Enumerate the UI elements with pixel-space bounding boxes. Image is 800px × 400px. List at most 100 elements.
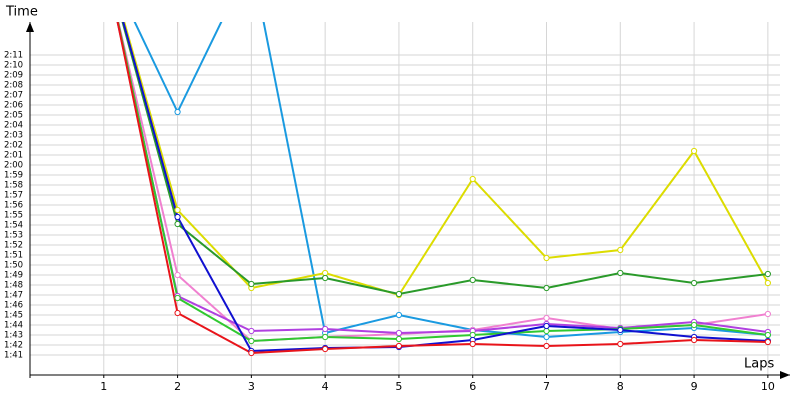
y-tick-label: 2:10 — [4, 61, 23, 71]
x-tick-label: 2 — [174, 380, 181, 393]
x-tick-label: 8 — [617, 380, 624, 393]
data-point — [617, 246, 624, 254]
data-point — [248, 349, 255, 357]
x-tick-label: 6 — [469, 380, 476, 393]
y-tick-label: 1:54 — [4, 221, 23, 231]
data-point — [764, 310, 771, 318]
data-point — [322, 345, 329, 353]
data-point — [690, 279, 698, 287]
y-tick-label: 2:05 — [4, 111, 23, 121]
data-point — [174, 108, 181, 116]
series-line — [116, 22, 768, 335]
data-point — [174, 206, 181, 214]
data-point — [469, 340, 476, 348]
data-point — [395, 311, 403, 319]
data-point — [469, 175, 476, 183]
data-point — [617, 340, 624, 348]
data-point — [469, 331, 476, 339]
y-tick-label: 1:47 — [4, 291, 23, 301]
data-point — [174, 271, 181, 279]
y-tick-label: 2:11 — [4, 51, 23, 61]
data-point — [395, 335, 403, 343]
y-tick-label: 2:02 — [4, 141, 23, 151]
y-axis-arrow — [26, 22, 34, 32]
data-point — [322, 325, 329, 333]
x-tick-label: 1 — [100, 380, 107, 393]
data-point — [322, 333, 329, 341]
series-line — [121, 22, 768, 296]
data-point — [322, 274, 329, 282]
y-tick-label: 2:04 — [4, 121, 23, 131]
grid — [30, 22, 780, 375]
x-axis-title: Laps — [744, 357, 774, 372]
y-tick-label: 1:46 — [4, 301, 23, 311]
data-point — [248, 327, 255, 335]
data-point — [174, 309, 181, 317]
x-tick-label: 5 — [395, 380, 402, 393]
y-tick-label: 1:44 — [4, 321, 23, 331]
y-tick-label: 1:41 — [4, 351, 23, 361]
data-point — [764, 331, 771, 339]
y-tick-label: 1:49 — [4, 271, 23, 281]
data-point — [395, 290, 403, 298]
x-tick-label: 10 — [761, 380, 775, 393]
data-point — [543, 342, 550, 350]
series-line — [116, 22, 768, 355]
y-tick-label: 2:03 — [4, 131, 23, 141]
series-line — [122, 22, 768, 353]
series-line — [123, 22, 769, 297]
data-point — [764, 279, 771, 287]
y-axis-title: Time — [5, 5, 38, 20]
y-tick-label: 2:09 — [4, 71, 23, 81]
y-tick-label: 1:43 — [4, 331, 23, 341]
data-point — [543, 322, 550, 330]
data-point — [617, 269, 624, 277]
y-tick-label: 2:00 — [4, 161, 23, 171]
y-tick-label: 1:56 — [4, 201, 23, 211]
data-point — [543, 284, 550, 292]
x-tick-label: 3 — [248, 380, 255, 393]
series-line — [117, 22, 769, 343]
y-tick-label: 2:01 — [4, 151, 23, 161]
data-point — [690, 321, 698, 329]
data-point — [543, 333, 550, 341]
data-point — [764, 338, 771, 346]
data-point — [395, 329, 403, 337]
x-tick-label: 7 — [543, 380, 550, 393]
y-tick-label: 1:57 — [4, 191, 23, 201]
x-tick-label: 4 — [322, 380, 329, 393]
data-point — [322, 269, 329, 277]
data-point — [469, 276, 476, 284]
y-tick-label: 2:06 — [4, 101, 23, 111]
data-point — [617, 326, 624, 334]
y-tick-label: 1:53 — [4, 231, 23, 241]
y-tick-label: 1:58 — [4, 181, 23, 191]
data-point — [174, 294, 181, 302]
y-tick-label: 1:45 — [4, 311, 23, 321]
data-point — [395, 342, 403, 350]
data-point — [174, 213, 181, 221]
y-tick-label: 1:51 — [4, 251, 23, 261]
data-point — [543, 314, 550, 322]
data-point — [248, 280, 255, 288]
data-point — [543, 254, 550, 262]
x-axis-arrow — [780, 371, 790, 379]
y-tick-label: 1:59 — [4, 171, 23, 181]
y-tick-label: 2:08 — [4, 81, 23, 91]
y-tick-label: 1:42 — [4, 341, 23, 351]
series-line — [133, 22, 768, 339]
y-tick-label: 2:07 — [4, 91, 23, 101]
data-point — [248, 337, 255, 345]
series-line — [117, 22, 768, 343]
y-tick-label: 1:55 — [4, 211, 23, 221]
x-tick-label: 9 — [691, 380, 698, 393]
plot-area — [116, 22, 771, 357]
data-point — [174, 220, 181, 228]
y-tick-label: 1:52 — [4, 241, 23, 251]
data-point — [764, 270, 771, 278]
data-point — [690, 336, 698, 344]
data-point — [690, 147, 698, 155]
y-tick-label: 1:48 — [4, 281, 23, 291]
